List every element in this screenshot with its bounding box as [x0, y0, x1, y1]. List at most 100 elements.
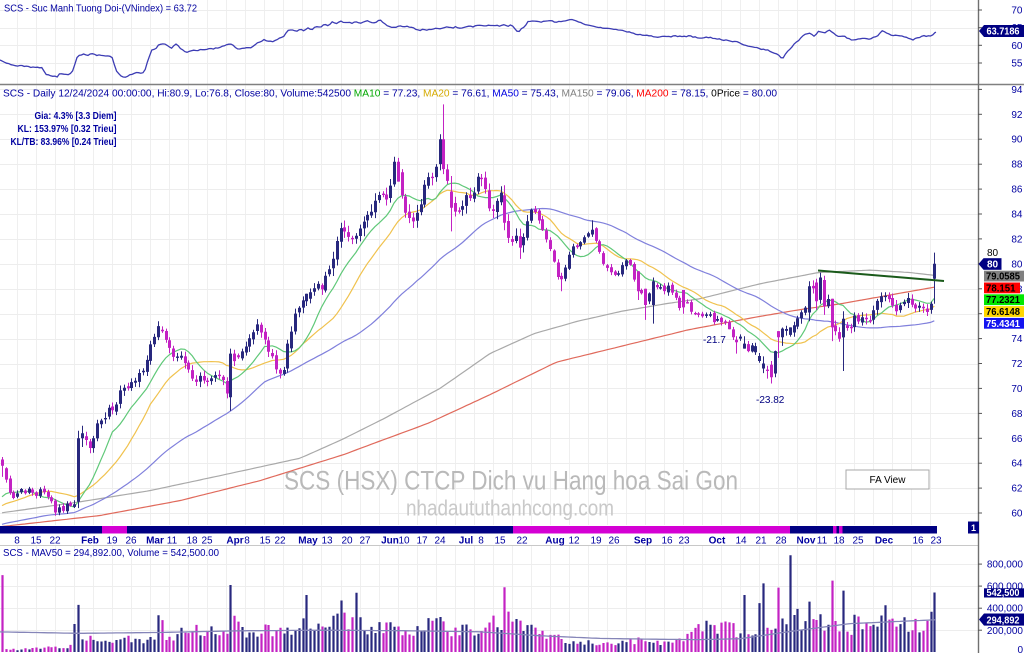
- svg-text:74: 74: [1011, 334, 1023, 345]
- svg-text:20: 20: [341, 536, 353, 547]
- svg-text:26: 26: [608, 536, 620, 547]
- svg-text:60: 60: [1011, 509, 1023, 520]
- svg-text:200,000: 200,000: [987, 626, 1024, 637]
- svg-text:25: 25: [852, 536, 864, 547]
- svg-text:60: 60: [1011, 41, 1023, 52]
- svg-text:SCS (HSX) CTCP Dich vu Hang ho: SCS (HSX) CTCP Dich vu Hang hoa Sai Gon: [284, 466, 738, 496]
- svg-text:68: 68: [1011, 409, 1023, 420]
- svg-text:11: 11: [167, 536, 178, 547]
- svg-text:82: 82: [1011, 234, 1023, 245]
- svg-text:KL: 153.97% [0.32 Trieu]: KL: 153.97% [0.32 Trieu]: [18, 124, 117, 135]
- svg-text:28: 28: [775, 536, 787, 547]
- svg-text:11: 11: [817, 536, 828, 547]
- svg-text:22: 22: [274, 536, 286, 547]
- svg-text:MA200: MA200: [636, 89, 669, 100]
- svg-text:Aug: Aug: [545, 536, 564, 547]
- svg-text:= 77.23,: = 77.23,: [380, 89, 423, 100]
- svg-text:SCS - Suc Manh Tuong Doi-(VNin: SCS - Suc Manh Tuong Doi-(VNindex) = 63.…: [4, 4, 197, 15]
- svg-text:0: 0: [1017, 645, 1023, 653]
- svg-text:15: 15: [259, 536, 271, 547]
- svg-text:SCS - MAV50 = 294,892.00, Volu: SCS - MAV50 = 294,892.00, Volume = 542,5…: [3, 548, 219, 559]
- svg-text:22: 22: [516, 536, 528, 547]
- svg-text:79.0585: 79.0585: [986, 272, 1020, 283]
- svg-text:= 79.06,: = 79.06,: [594, 89, 637, 100]
- svg-text:-23.82: -23.82: [756, 395, 785, 406]
- svg-text:Feb: Feb: [81, 536, 99, 547]
- svg-text:94: 94: [1011, 85, 1023, 96]
- svg-text:75.4341: 75.4341: [986, 319, 1020, 330]
- svg-text:15: 15: [494, 536, 506, 547]
- svg-text:May: May: [298, 536, 318, 547]
- svg-text:Gia: 4.3% [3.3 Diem]: Gia: 4.3% [3.3 Diem]: [35, 111, 117, 122]
- svg-text:55: 55: [1011, 59, 1023, 70]
- svg-text:27: 27: [359, 536, 371, 547]
- svg-text:63.7186: 63.7186: [987, 27, 1020, 38]
- svg-text:19: 19: [106, 536, 118, 547]
- svg-text:19: 19: [590, 536, 602, 547]
- svg-text:FA View: FA View: [870, 475, 907, 486]
- svg-text:Apr: Apr: [226, 536, 243, 547]
- svg-text:23: 23: [678, 536, 690, 547]
- svg-text:Sep: Sep: [634, 536, 652, 547]
- svg-text:0Price: 0Price: [711, 89, 740, 100]
- svg-text:70: 70: [1011, 6, 1023, 17]
- svg-text:600,000: 600,000: [987, 582, 1024, 593]
- svg-text:92: 92: [1011, 110, 1023, 121]
- svg-text:72: 72: [1011, 359, 1023, 370]
- svg-text:400,000: 400,000: [987, 604, 1024, 615]
- svg-text:22: 22: [49, 536, 61, 547]
- svg-text:13: 13: [321, 536, 333, 547]
- svg-text:18: 18: [833, 536, 845, 547]
- svg-text:21: 21: [755, 536, 767, 547]
- svg-text:88: 88: [1011, 160, 1023, 171]
- svg-text:25: 25: [201, 536, 213, 547]
- svg-text:78.151: 78.151: [986, 283, 1016, 294]
- svg-text:Jul: Jul: [459, 536, 474, 547]
- svg-text:17: 17: [416, 536, 428, 547]
- svg-text:MA20: MA20: [423, 89, 450, 100]
- svg-text:= 75.43,: = 75.43,: [519, 89, 562, 100]
- svg-text:14: 14: [735, 536, 747, 547]
- svg-text:Mar: Mar: [146, 536, 164, 547]
- svg-text:Jun: Jun: [381, 536, 399, 547]
- svg-text:12: 12: [568, 536, 580, 547]
- svg-text:Oct: Oct: [709, 536, 726, 547]
- svg-text:70: 70: [1011, 384, 1023, 395]
- svg-text:64: 64: [1011, 459, 1023, 470]
- svg-text:80: 80: [987, 259, 999, 270]
- svg-text:8: 8: [244, 536, 250, 547]
- svg-text:80: 80: [987, 248, 999, 259]
- svg-text:15: 15: [30, 536, 42, 547]
- svg-text:MA150: MA150: [562, 89, 595, 100]
- svg-text:nhadaututhanhcong.com: nhadaututhanhcong.com: [406, 496, 614, 521]
- svg-text:Dec: Dec: [875, 536, 894, 547]
- svg-text:66: 66: [1011, 434, 1023, 445]
- svg-text:26: 26: [125, 536, 137, 547]
- svg-text:23: 23: [930, 536, 942, 547]
- svg-text:62: 62: [1011, 484, 1023, 495]
- svg-text:18: 18: [186, 536, 198, 547]
- svg-text:76.6148: 76.6148: [986, 307, 1020, 318]
- svg-text:= 80.00: = 80.00: [740, 89, 777, 100]
- svg-text:SCS - Daily 12/24/2024 00:00:0: SCS - Daily 12/24/2024 00:00:00, Hi:80.9…: [3, 89, 354, 100]
- svg-text:24: 24: [434, 536, 446, 547]
- svg-text:Nov: Nov: [797, 536, 816, 547]
- svg-text:-21.7: -21.7: [703, 335, 726, 346]
- svg-text:294,892: 294,892: [987, 615, 1020, 626]
- svg-text:8: 8: [478, 536, 484, 547]
- svg-text:MA10: MA10: [354, 89, 381, 100]
- svg-text:90: 90: [1011, 135, 1023, 146]
- svg-text:= 78.15,: = 78.15,: [669, 89, 712, 100]
- svg-text:86: 86: [1011, 185, 1023, 196]
- svg-text:KL/TB: 83.96% [0.24 Trieu]: KL/TB: 83.96% [0.24 Trieu]: [11, 137, 117, 148]
- svg-text:1: 1: [971, 523, 976, 533]
- svg-text:16: 16: [661, 536, 673, 547]
- svg-text:10: 10: [398, 536, 410, 547]
- svg-text:542,500: 542,500: [987, 588, 1020, 599]
- svg-text:800,000: 800,000: [987, 560, 1024, 571]
- svg-text:77.2321: 77.2321: [986, 295, 1020, 306]
- svg-text:84: 84: [1011, 210, 1023, 221]
- svg-text:80: 80: [1011, 259, 1023, 270]
- svg-text:16: 16: [912, 536, 924, 547]
- svg-text:8: 8: [14, 536, 20, 547]
